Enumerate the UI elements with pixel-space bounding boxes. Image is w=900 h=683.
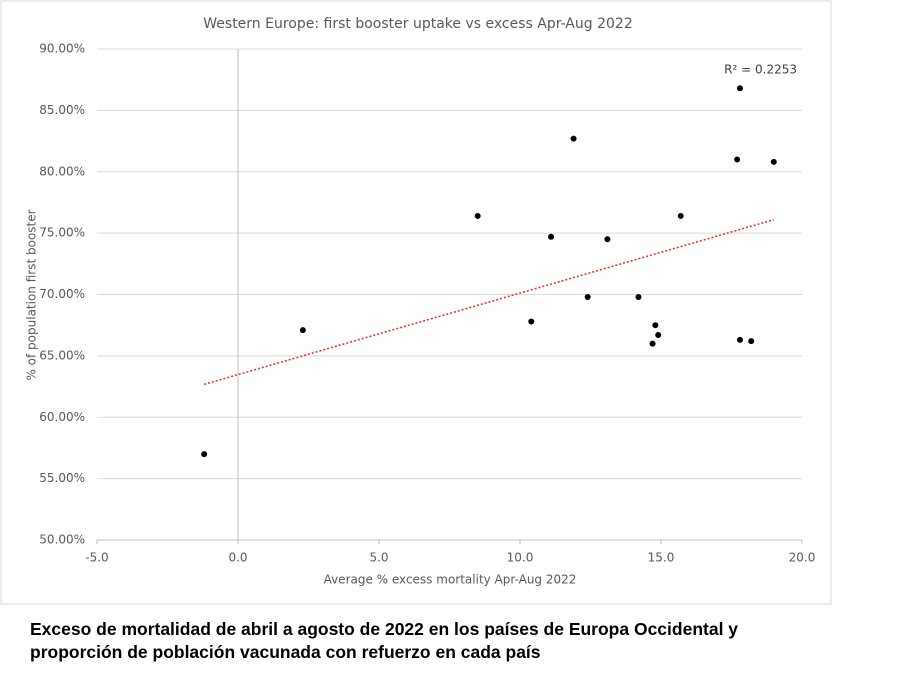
x-tick-label: 0.0 (228, 551, 247, 565)
x-tick-label: 5.0 (369, 551, 388, 565)
data-point (655, 332, 662, 339)
caption: Exceso de mortalidad de abril a agosto d… (30, 618, 890, 664)
x-axis-label: Average % excess mortality Apr-Aug 2022 (324, 573, 577, 587)
y-tick-label: 50.00% (39, 533, 85, 547)
y-tick-label: 60.00% (39, 410, 85, 424)
x-tick-label: -5.0 (85, 551, 108, 565)
data-point (736, 85, 743, 92)
y-tick-label: 80.00% (39, 164, 85, 178)
y-tick-label: 55.00% (39, 471, 85, 485)
data-point (677, 212, 684, 219)
x-tick-label: 10.0 (507, 551, 534, 565)
data-point (474, 212, 481, 219)
y-tick-label: 70.00% (39, 287, 85, 301)
data-point (748, 338, 755, 345)
data-point (201, 451, 208, 458)
data-point (604, 236, 611, 243)
chart-frame (0, 0, 832, 605)
chart-title: Western Europe: first booster uptake vs … (203, 16, 632, 32)
chart: Western Europe: first booster uptake vs … (0, 0, 832, 605)
y-tick-label: 85.00% (39, 103, 85, 117)
data-point (299, 327, 306, 334)
y-tick-label: 75.00% (39, 226, 85, 240)
y-axis-label: % of population first booster (25, 209, 39, 380)
caption-line: Exceso de mortalidad de abril a agosto d… (30, 619, 739, 639)
data-point (635, 293, 642, 300)
data-point (652, 322, 659, 329)
data-point (528, 318, 535, 325)
data-point (570, 135, 577, 142)
data-point (734, 156, 741, 163)
data-point (736, 336, 743, 343)
data-point (770, 158, 777, 165)
data-point (584, 293, 591, 300)
trendline (203, 218, 775, 386)
data-point (548, 233, 555, 240)
data-point (649, 340, 656, 347)
y-tick-label: 65.00% (39, 348, 85, 362)
caption-line: proporción de población vacunada con ref… (30, 642, 541, 662)
r-squared-annotation: R² = 0.2253 (724, 63, 797, 77)
x-tick-label: 15.0 (648, 551, 675, 565)
x-tick-label: 20.0 (789, 551, 816, 565)
y-tick-label: 90.00% (39, 42, 85, 56)
